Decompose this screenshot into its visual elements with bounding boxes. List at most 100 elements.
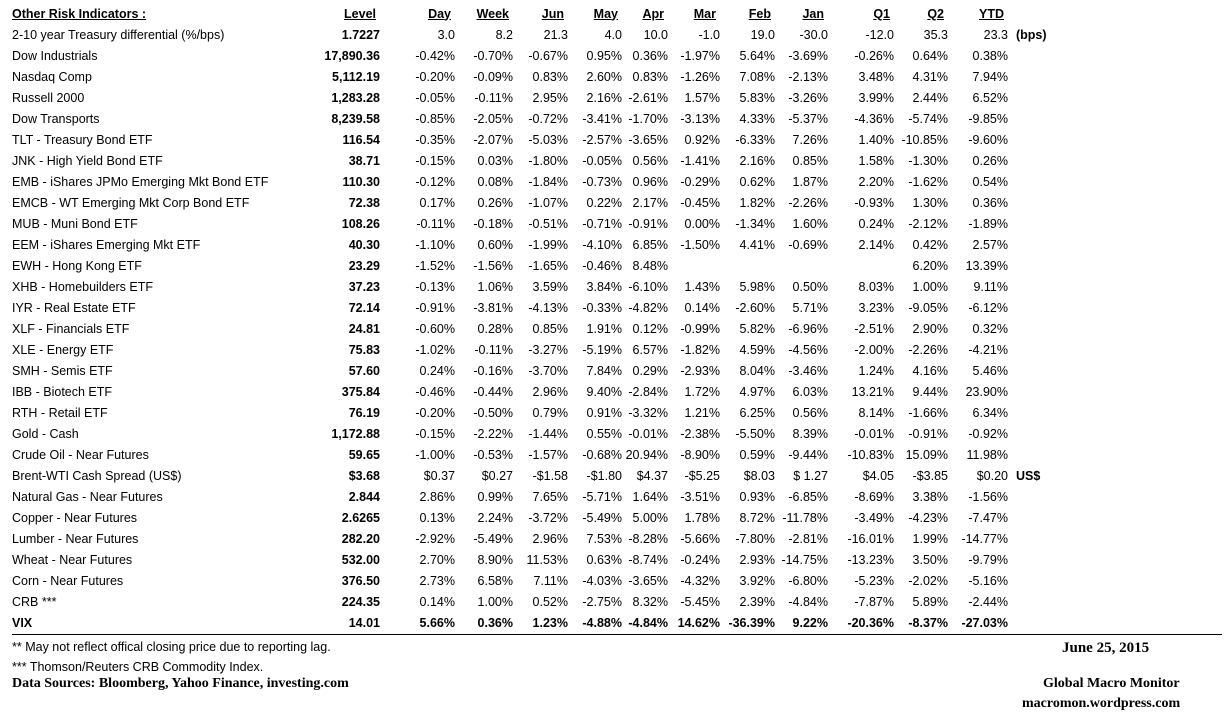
value-cell: 0.03% bbox=[477, 153, 513, 168]
value-cell: 11.53% bbox=[526, 552, 568, 567]
value-cell: 2.57% bbox=[972, 237, 1008, 252]
table-row: IBB - Biotech ETF 375.84 -0.46% -0.44% 2.96%… bbox=[12, 381, 1068, 402]
unit-label bbox=[1008, 444, 1068, 465]
value-cell: 2.44% bbox=[912, 90, 948, 105]
value-cell: 1.23% bbox=[532, 615, 568, 630]
value-cell: -2.02% bbox=[908, 573, 948, 588]
value-cell: 3.23% bbox=[858, 300, 894, 315]
level-cell: 108.26 bbox=[341, 216, 380, 231]
value-cell: -4.36% bbox=[854, 111, 894, 126]
value-cell: 0.99% bbox=[477, 489, 513, 504]
value-cell: 8.90% bbox=[477, 552, 513, 567]
value-cell: -2.38% bbox=[680, 426, 720, 441]
table-row: EMB - iShares JPMo Emerging Mkt Bond ETF… bbox=[12, 171, 1068, 192]
value-cell: -6.85% bbox=[788, 489, 828, 504]
value-cell: 8.14% bbox=[858, 405, 894, 420]
value-cell: 7.65% bbox=[532, 489, 568, 504]
value-cell: -2.93% bbox=[680, 363, 720, 378]
value-cell: -4.21% bbox=[968, 342, 1008, 357]
value-cell: -8.28% bbox=[628, 531, 668, 546]
value-cell: -5.16% bbox=[968, 573, 1008, 588]
footnote-closing-price: ** May not reflect offical closing price… bbox=[12, 640, 331, 654]
value-cell: 9.40% bbox=[586, 384, 622, 399]
table-row: Corn - Near Futures 376.50 2.73% 6.58% 7.11%… bbox=[12, 570, 1068, 591]
unit-label bbox=[1008, 423, 1068, 444]
value-cell: -0.46% bbox=[582, 258, 622, 273]
value-cell: -5.71% bbox=[582, 489, 622, 504]
column-header: Mar bbox=[693, 6, 716, 21]
value-cell: -2.75% bbox=[582, 594, 622, 609]
value-cell: 35.3 bbox=[923, 27, 948, 42]
unit-label bbox=[1008, 66, 1068, 87]
value-cell: -0.13% bbox=[415, 279, 455, 294]
value-cell: 1.60% bbox=[792, 216, 828, 231]
value-cell: -30.0 bbox=[799, 27, 829, 42]
value-cell: 1.87% bbox=[792, 174, 828, 189]
level-cell: 2.844 bbox=[348, 489, 380, 504]
value-cell: -3.70% bbox=[528, 363, 568, 378]
level-cell: 1,172.88 bbox=[331, 426, 380, 441]
row-label: Wheat - Near Futures bbox=[12, 552, 133, 567]
value-cell: 0.64% bbox=[912, 48, 948, 63]
unit-column-header bbox=[1008, 3, 1068, 24]
unit-label bbox=[1008, 45, 1068, 66]
value-cell: 0.93% bbox=[739, 489, 775, 504]
value-cell: -1.41% bbox=[680, 153, 720, 168]
column-header: Jan bbox=[802, 6, 824, 21]
unit-label bbox=[1008, 150, 1068, 171]
value-cell: 4.41% bbox=[739, 237, 775, 252]
row-label: IYR - Real Estate ETF bbox=[12, 300, 136, 315]
level-cell: 375.84 bbox=[341, 384, 380, 399]
value-cell: 1.00% bbox=[477, 594, 513, 609]
row-label: Natural Gas - Near Futures bbox=[12, 489, 163, 504]
unit-label bbox=[1008, 486, 1068, 507]
value-cell: -4.84% bbox=[628, 615, 668, 630]
table-row: XLF - Financials ETF 24.81 -0.60% 0.28% 0.85… bbox=[12, 318, 1068, 339]
value-cell: 1.99% bbox=[912, 531, 948, 546]
value-cell: 1.24% bbox=[858, 363, 894, 378]
value-cell: 9.44% bbox=[912, 384, 948, 399]
table-row: EMCB - WT Emerging Mkt Corp Bond ETF 72.3… bbox=[12, 192, 1068, 213]
site-url: macromon.wordpress.com bbox=[1022, 696, 1181, 711]
value-cell: -3.32% bbox=[628, 405, 668, 420]
value-cell: 4.97% bbox=[739, 384, 775, 399]
table-row: Brent-WTI Cash Spread (US$) $3.68 $0.37 $0.… bbox=[12, 465, 1068, 486]
table-row: Russell 2000 1,283.28 -0.05% -0.11% 2.95% 2.1… bbox=[12, 87, 1068, 108]
value-cell: -0.35% bbox=[415, 132, 455, 147]
value-cell: 1.58% bbox=[858, 153, 894, 168]
value-cell: -0.70% bbox=[473, 48, 513, 63]
unit-label bbox=[1008, 213, 1068, 234]
value-cell: 0.62% bbox=[739, 174, 775, 189]
value-cell: 4.0 bbox=[604, 27, 622, 42]
value-cell: 7.94% bbox=[972, 69, 1008, 84]
value-cell: 2.16% bbox=[739, 153, 775, 168]
value-cell: 0.12% bbox=[632, 321, 668, 336]
value-cell: -2.07% bbox=[473, 132, 513, 147]
value-cell: 1.72% bbox=[684, 384, 720, 399]
value-cell bbox=[668, 255, 720, 276]
value-cell: -1.57% bbox=[528, 447, 568, 462]
value-cell: 3.38% bbox=[912, 489, 948, 504]
value-cell: -27.03% bbox=[961, 615, 1008, 630]
value-cell: 0.83% bbox=[532, 69, 568, 84]
value-cell: -0.05% bbox=[415, 90, 455, 105]
row-label: IBB - Biotech ETF bbox=[12, 384, 113, 399]
table-row: Lumber - Near Futures 282.20 -2.92% -5.49% 2… bbox=[12, 528, 1068, 549]
value-cell: -4.56% bbox=[788, 342, 828, 357]
value-cell: -4.03% bbox=[582, 573, 622, 588]
unit-label bbox=[1008, 591, 1068, 612]
value-cell: -0.99% bbox=[680, 321, 720, 336]
unit-label bbox=[1008, 171, 1068, 192]
value-cell: -0.20% bbox=[415, 405, 455, 420]
value-cell: -0.67% bbox=[528, 48, 568, 63]
level-cell: 14.01 bbox=[348, 615, 380, 630]
value-cell: -1.50% bbox=[680, 237, 720, 252]
value-cell: -1.70% bbox=[628, 111, 668, 126]
value-cell: -2.84% bbox=[628, 384, 668, 399]
value-cell: -20.36% bbox=[847, 615, 894, 630]
value-cell: 0.38% bbox=[972, 48, 1008, 63]
value-cell: -1.66% bbox=[908, 405, 948, 420]
value-cell: -3.72% bbox=[528, 510, 568, 525]
value-cell: -2.57% bbox=[582, 132, 622, 147]
column-header: Q2 bbox=[927, 6, 944, 21]
